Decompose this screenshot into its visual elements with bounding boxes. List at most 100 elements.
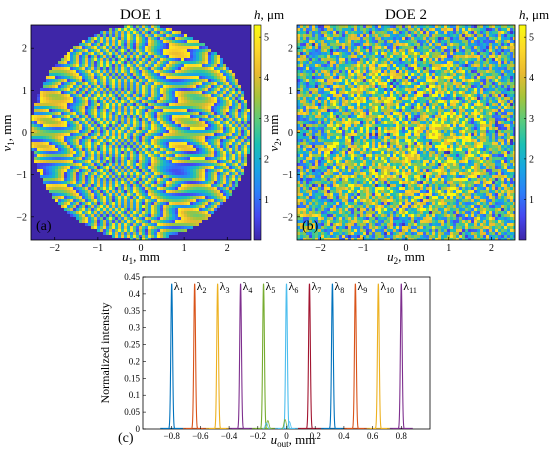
doe2-cell [351,43,354,46]
doe1-cell [85,172,88,175]
doe1-cell [157,82,160,85]
doe1-cell [130,124,133,127]
doe1-cell [112,76,115,79]
doe1-cell [157,85,160,88]
doe1-cell [55,193,58,196]
doe1-cell [85,196,88,199]
doe2-cell [369,34,372,37]
doe1-cell [235,184,238,187]
doe1-cell [178,181,181,184]
doe1-cell [58,97,61,100]
doe1-cell [226,133,229,136]
doe1-cell [118,115,121,118]
doe1-cell [97,196,100,199]
doe1-cell [151,160,154,163]
doe1-cell [163,100,166,103]
doe2-cell [489,46,492,49]
doe1-cell [127,106,130,109]
doe2-cell [441,43,444,46]
doe2-cell [351,52,354,55]
doe1-cell [100,115,103,118]
doe1-cell [238,157,241,160]
doe1-cell [160,94,163,97]
doe1-cell [94,115,97,118]
doe1-cell [154,97,157,100]
doe1-cell [160,232,163,235]
doe1-cell [97,58,100,61]
doe1-cell [217,100,220,103]
doe2-cell [330,25,333,28]
doe1-cell [193,79,196,82]
doe1-cell [127,34,130,37]
doe1-cell [163,211,166,214]
doe1-cell [151,46,154,49]
doe1-cell [106,139,109,142]
doe1-cell [181,88,184,91]
doe1-cell [181,208,184,211]
doe1-cell [40,130,43,133]
doe1-cell [157,58,160,61]
doe1-cell [124,25,127,28]
doe2-cell [390,55,393,58]
doe1-cell [121,43,124,46]
doe2-cell [378,55,381,58]
doe2-cell [423,43,426,46]
doe1-cell [76,163,79,166]
doe2-cell [360,46,363,49]
doe1-cell [187,46,190,49]
doe1-cell [154,184,157,187]
doe1-cell [160,202,163,205]
doe1-cell [181,148,184,151]
doe1-cell [106,157,109,160]
doe1-cell [220,130,223,133]
doe1-cell [94,139,97,142]
doe1-cell [202,136,205,139]
doe1-cell [94,181,97,184]
doe1-cell [139,133,142,136]
doe1-cell [208,124,211,127]
doe1-cell [118,103,121,106]
doe1-cell [133,142,136,145]
doe1-cell [94,64,97,67]
doe1-cell [136,226,139,229]
doe2-cell [504,55,507,58]
doe1-cell [139,211,142,214]
doe1-cell [145,100,148,103]
doe1-cell [49,121,52,124]
doe1-cell [121,82,124,85]
doe1-cell [241,130,244,133]
doe1-cell [46,97,49,100]
doe2-cell [444,55,447,58]
doe1-cell [64,79,67,82]
doe1-cell [169,232,172,235]
doe1-cell [82,181,85,184]
doe1-cell [124,64,127,67]
doe1-cell [82,91,85,94]
doe2-cell [480,37,483,40]
doe1-cell [223,184,226,187]
doe1-cell [136,211,139,214]
doe1-cell [124,226,127,229]
doe1-cell [58,64,61,67]
doe1-cell [40,154,43,157]
doe1-cell [100,136,103,139]
doe1-cell [163,190,166,193]
doe1-cell [112,34,115,37]
doe2-cell [387,43,390,46]
doe1-cell [73,130,76,133]
doe1-cell [139,52,142,55]
doe1-cell [151,109,154,112]
doe1-cell [205,145,208,148]
doe2-cell [462,49,465,52]
doe1-cell [214,169,217,172]
doe1-cell [148,49,151,52]
doe1-cell [175,115,178,118]
doe1-cell [82,160,85,163]
doe1-cell [79,208,82,211]
doe1-cell [184,217,187,220]
doe1-cell [67,145,70,148]
doe1-cell [97,67,100,70]
doe2-cell [450,31,453,34]
doe2-cell [339,43,342,46]
doe1-cell [130,103,133,106]
